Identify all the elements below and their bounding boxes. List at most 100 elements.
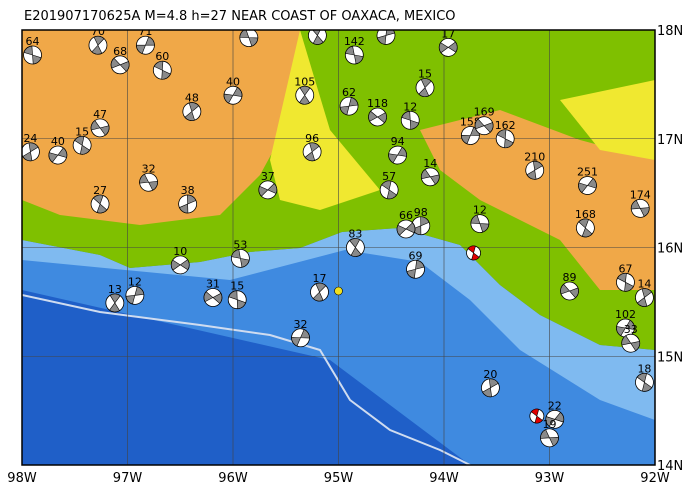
focal-mechanism [635, 288, 654, 307]
depth-label: 174 [630, 188, 651, 201]
lon-tick-label: 97W [113, 471, 143, 486]
focal-mechanism [635, 372, 654, 392]
ball-quadrant [223, 86, 243, 104]
depth-label: 27 [93, 184, 107, 197]
focal-mechanism [396, 219, 416, 239]
ball-quadrant [545, 411, 565, 427]
ball-quadrant [418, 78, 432, 97]
ball-quadrant [239, 30, 259, 47]
depth-label: 71 [138, 25, 152, 38]
focal-mechanism [139, 172, 159, 192]
depth-label: 12 [473, 204, 487, 217]
depth-label: 15 [418, 68, 432, 81]
depth-label: 13 [108, 283, 122, 296]
focal-mechanism [182, 102, 202, 121]
depth-label: 15 [230, 280, 244, 293]
depth-label: 24 [23, 132, 37, 145]
depth-label: 31 [206, 278, 220, 291]
focal-mechanism [474, 116, 494, 136]
focal-mechanism [307, 30, 327, 45]
ball-quadrant [311, 30, 324, 45]
depth-label: 69 [409, 249, 423, 262]
focal-mechanism [295, 85, 315, 105]
lon-tick-label: 95W [324, 471, 354, 486]
ball-quadrant [339, 97, 359, 116]
depth-label: 20 [483, 368, 497, 381]
focal-mechanism [529, 408, 545, 424]
focal-mechanism [230, 248, 250, 268]
focal-mechanism [470, 214, 490, 233]
ball-quadrant [560, 283, 579, 299]
depth-label: 94 [391, 135, 405, 148]
focal-mechanism [239, 30, 259, 48]
depth-label: 40 [226, 75, 240, 88]
depth-label: 89 [563, 271, 577, 284]
focal-mechanism [560, 281, 579, 301]
ball-quadrant [136, 36, 155, 55]
focal-mechanism [136, 35, 155, 55]
focal-mechanism [466, 245, 481, 261]
ball-quadrant [368, 110, 387, 124]
lon-tick-label: 93W [535, 471, 565, 486]
depth-label: 53 [233, 238, 247, 251]
depth-label: 102 [615, 308, 636, 321]
ball-quadrant [406, 259, 425, 279]
ball-quadrant [110, 57, 130, 72]
depth-label: 105 [294, 75, 315, 88]
ball-quadrant [578, 218, 593, 238]
lon-tick-label: 98W [7, 471, 37, 486]
focal-mechanism [105, 293, 125, 313]
depth-label: 17 [313, 272, 327, 285]
focal-mechanism [258, 180, 278, 200]
ball-quadrant [178, 194, 197, 214]
ball-quadrant [388, 146, 407, 164]
focal-mechanism [48, 145, 68, 165]
ball-quadrant [540, 429, 559, 447]
ball-quadrant [470, 214, 490, 233]
depth-label: 19 [543, 418, 557, 431]
ball-quadrant [184, 102, 200, 121]
depth-label: 14 [637, 278, 651, 291]
ball-quadrant [617, 273, 634, 292]
focal-mechanism [621, 333, 641, 353]
title: E201907170625A M=4.8 h=27 NEAR COAST OF … [24, 9, 456, 24]
depth-label: 57 [382, 170, 396, 183]
ball-quadrant [170, 259, 190, 271]
ball-quadrant [482, 378, 499, 398]
depth-label: 168 [575, 208, 596, 221]
depth-label: 14 [423, 157, 437, 170]
ball-quadrant [636, 373, 653, 392]
ball-quadrant [91, 35, 105, 55]
ball-quadrant [376, 30, 396, 45]
ball-quadrant [636, 288, 653, 307]
lat-tick-label: 15N [657, 350, 683, 365]
ball-quadrant [125, 286, 145, 305]
frame [21, 29, 656, 466]
depth-label: 98 [414, 206, 428, 219]
depth-label: 17 [441, 27, 455, 40]
focal-mechanism [540, 428, 559, 448]
focal-mechanism [90, 118, 110, 138]
ball-quadrant [153, 60, 171, 80]
focal-mechanism [110, 55, 130, 75]
lon-tick-label: 94W [429, 471, 459, 486]
lat-tick-label: 16N [657, 242, 683, 257]
focal-mechanism [152, 60, 172, 80]
focal-mechanism [438, 38, 458, 57]
depth-label: 83 [348, 228, 362, 241]
focal-mechanism [178, 194, 198, 214]
focal-mechanism [481, 378, 500, 398]
ball-quadrant [621, 335, 641, 352]
focal-mechanism [525, 160, 545, 180]
ball-quadrant [345, 45, 364, 65]
depth-label: 96 [305, 132, 319, 145]
depth-label: 142 [344, 35, 365, 48]
focal-mechanism [616, 318, 635, 338]
ball-quadrant [381, 180, 398, 200]
depth-label: 67 [618, 262, 632, 275]
focal-mechanism [310, 282, 329, 302]
depth-label: 12 [403, 100, 417, 113]
ball-quadrant [578, 178, 597, 194]
depth-label: 47 [93, 108, 107, 121]
